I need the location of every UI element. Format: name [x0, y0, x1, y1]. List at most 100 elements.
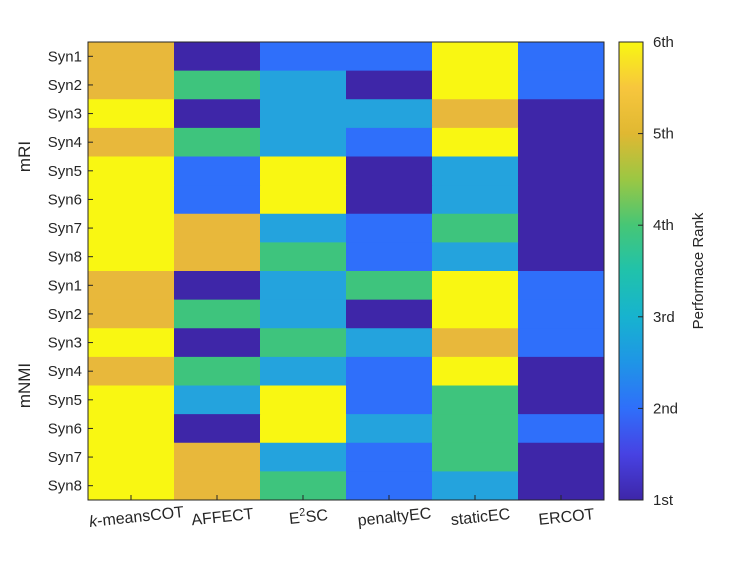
heatmap-cell	[518, 299, 605, 329]
column-label: ERCOT	[538, 506, 596, 529]
heatmap-cell	[346, 156, 433, 186]
row-label: Syn5	[48, 163, 82, 180]
heatmap-cell	[88, 156, 175, 186]
row-label: Syn2	[48, 77, 82, 94]
heatmap-cell	[260, 442, 347, 472]
heatmap-cell	[518, 385, 605, 415]
group-label: mNMI	[15, 363, 34, 408]
heatmap-cell	[88, 213, 175, 243]
row-label: Syn3	[48, 335, 82, 352]
heatmap-cell	[174, 271, 261, 301]
heatmap-cell	[88, 385, 175, 415]
heatmap-cell	[174, 127, 261, 158]
heatmap-cell	[432, 356, 519, 387]
heatmap-cell	[432, 42, 519, 72]
heatmap-cell	[346, 42, 433, 72]
heatmap-cell	[518, 156, 605, 186]
heatmap-cell	[346, 99, 433, 129]
heatmap-cells	[87, 41, 605, 501]
heatmap-cell	[88, 414, 175, 444]
row-label: Syn6	[48, 191, 82, 208]
heatmap-cell	[346, 414, 433, 444]
row-label: Syn8	[48, 249, 82, 266]
heatmap-cell	[346, 127, 433, 158]
colorbar-tick-label: 3rd	[653, 309, 675, 326]
heatmap-cell	[260, 356, 347, 387]
heatmap-cell	[260, 385, 347, 415]
column-label: E2SC	[288, 504, 329, 528]
heatmap-cell	[432, 242, 519, 272]
row-labels: Syn1 Syn2 Syn3 Syn4 Syn5 Syn6 Syn7 Syn8 Syn1 Syn2…	[48, 48, 93, 495]
heatmap-cell	[432, 299, 519, 329]
heatmap-cell	[174, 156, 261, 186]
heatmap-cell	[88, 42, 175, 72]
heatmap-cell	[260, 414, 347, 444]
heatmap-cell	[518, 99, 605, 129]
heatmap-cell	[432, 127, 519, 158]
heatmap-cell	[174, 70, 261, 100]
heatmap-cell	[174, 328, 261, 358]
row-label: Syn4	[48, 134, 82, 151]
heatmap-cell	[88, 356, 175, 387]
heatmap-cell	[174, 99, 261, 129]
heatmap-cell	[432, 156, 519, 186]
heatmap-cell	[174, 299, 261, 329]
heatmap-cell	[432, 99, 519, 129]
heatmap-cell	[174, 414, 261, 444]
heatmap-cell	[260, 271, 347, 301]
heatmap-cell	[518, 271, 605, 301]
heatmap-cell	[260, 42, 347, 72]
heatmap-cell	[346, 185, 433, 215]
column-label-text: E	[288, 510, 300, 528]
heatmap-cell	[432, 185, 519, 215]
colorbar-tick-label: 4th	[653, 217, 674, 234]
heatmap-cell	[346, 385, 433, 415]
heatmap-cell	[174, 242, 261, 272]
plot-frame	[87, 41, 605, 501]
row-label: Syn3	[48, 106, 82, 123]
heatmap-cell	[260, 328, 347, 358]
column-label: penaltyEC	[357, 505, 432, 530]
heatmap-cell	[346, 242, 433, 272]
heatmap-cell	[260, 70, 347, 100]
heatmap-cell	[518, 242, 605, 272]
row-label: Syn8	[48, 478, 82, 495]
row-label: Syn6	[48, 420, 82, 437]
colorbar-tick-label: 5th	[653, 126, 674, 143]
heatmap-cell	[518, 185, 605, 215]
heatmap-cell	[88, 299, 175, 329]
heatmap-cell	[88, 99, 175, 129]
heatmap-cell	[174, 385, 261, 415]
colorbar-tick-label: 2nd	[653, 400, 678, 417]
heatmap-cell	[432, 328, 519, 358]
heatmap-cell	[346, 271, 433, 301]
column-label-suffix: SC	[305, 507, 329, 526]
row-label: Syn4	[48, 363, 82, 380]
colorbar-label: Performace Rank	[690, 212, 707, 329]
heatmap-cell	[260, 299, 347, 329]
column-labels: k-meansCOT AFFECT E2SC penaltyEC staticEC ERC…	[88, 495, 595, 531]
column-label: k-meansCOT	[88, 504, 185, 531]
heatmap-cell	[518, 356, 605, 387]
row-label: Syn2	[48, 306, 82, 323]
heatmap-cell	[346, 328, 433, 358]
heatmap-cell	[518, 442, 605, 472]
heatmap-cell	[174, 356, 261, 387]
heatmap-cell	[432, 442, 519, 472]
heatmap-cell	[518, 414, 605, 444]
column-label-text: -meansCOT	[96, 504, 185, 530]
row-label: Syn1	[48, 277, 82, 294]
heatmap-cell	[346, 213, 433, 243]
column-label: staticEC	[450, 506, 511, 529]
heatmap-cell	[260, 99, 347, 129]
colorbar-tick-label: 1st	[653, 492, 674, 509]
heatmap-cell	[260, 127, 347, 158]
heatmap-cell	[518, 127, 605, 158]
row-label: Syn1	[48, 48, 82, 65]
heatmap-cell	[88, 185, 175, 215]
row-label: Syn5	[48, 392, 82, 409]
column-label-prefix: k	[88, 513, 99, 531]
heatmap-cell	[88, 127, 175, 158]
column-label-text: ERCOT	[538, 506, 596, 529]
